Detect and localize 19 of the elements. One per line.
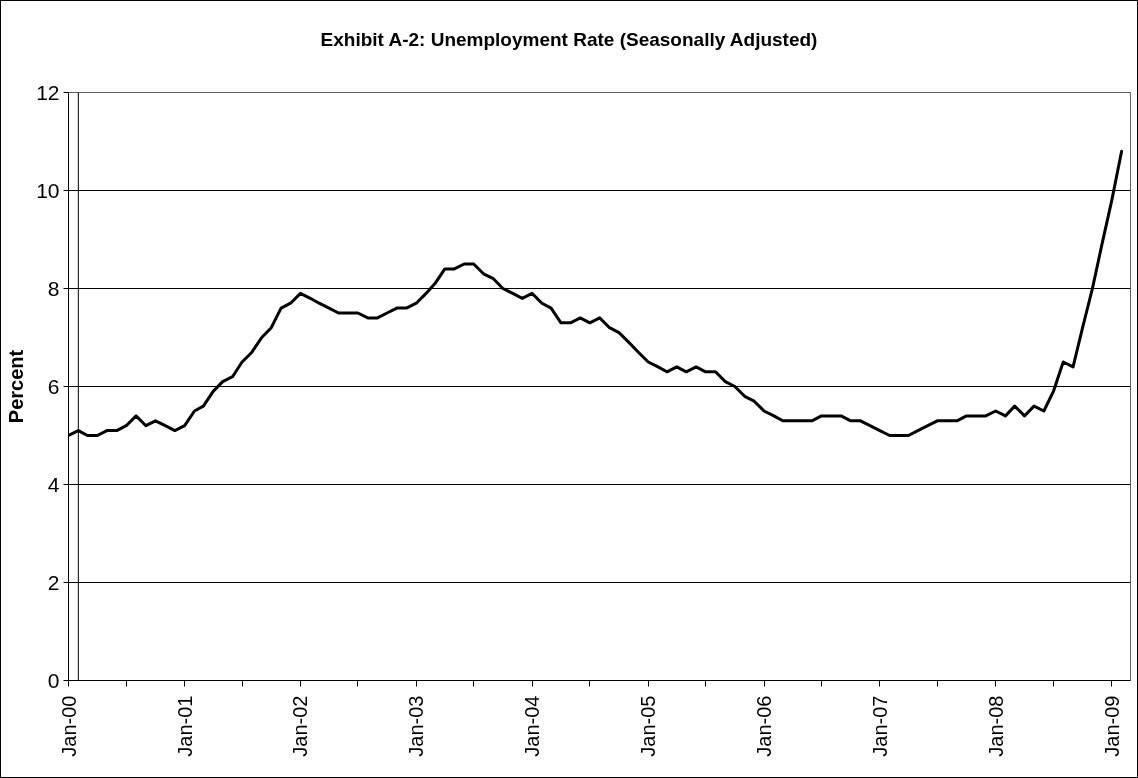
x-tick-label: Jan-02: [289, 695, 312, 757]
y-tick-label: 8: [47, 276, 60, 300]
x-tick-label: Jan-05: [637, 695, 660, 757]
x-tick-label: Jan-03: [405, 695, 428, 757]
chart-title: Exhibit A-2: Unemployment Rate (Seasonally Adjusted): [320, 28, 818, 52]
y-tick-label: 10: [36, 178, 60, 202]
x-tick-label: Jan-04: [521, 695, 544, 757]
y-axis-title: Percent: [5, 349, 28, 424]
x-tick-label: Jan-07: [868, 695, 891, 757]
y-tick-label: 4: [47, 472, 60, 496]
x-tick-label: Jan-01: [173, 695, 196, 757]
x-tick-label: Jan-06: [753, 695, 776, 757]
y-tick-label: 2: [47, 570, 60, 594]
x-tick-label: Jan-08: [984, 695, 1007, 757]
x-tick-label: Jan-09: [1100, 695, 1123, 757]
x-tick-label: Jan-00: [57, 695, 80, 757]
y-tick-label: 6: [47, 374, 60, 398]
y-tick-label: 12: [36, 80, 60, 104]
y-tick-label: 0: [47, 668, 60, 692]
